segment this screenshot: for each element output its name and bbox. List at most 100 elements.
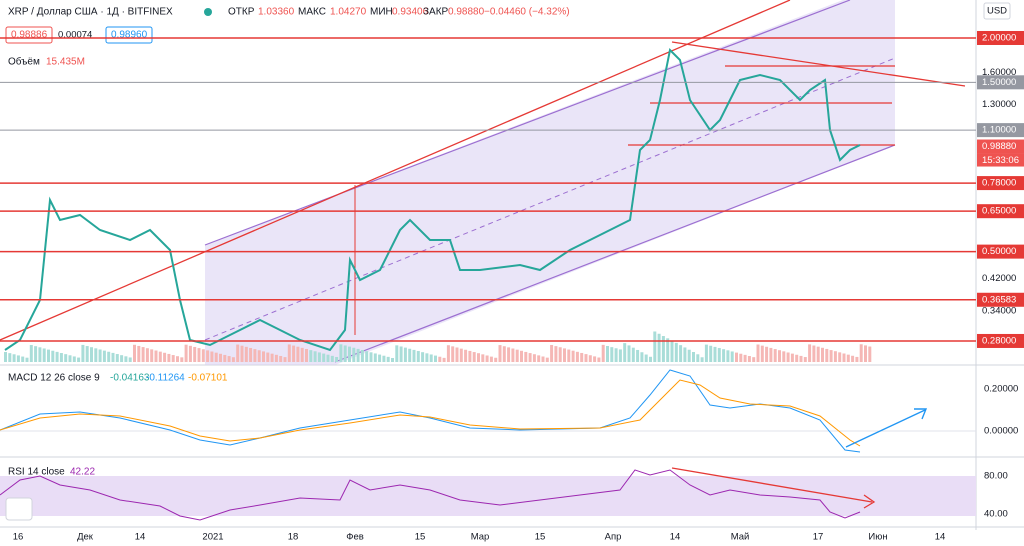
volume-bar bbox=[12, 354, 16, 362]
volume-bar bbox=[90, 347, 93, 362]
volume-bar bbox=[111, 352, 115, 362]
volume-bar bbox=[253, 349, 257, 362]
buy-button[interactable] bbox=[105, 26, 153, 44]
buy-price[interactable]: 0.98960 bbox=[111, 30, 148, 41]
time-axis-label: Дек bbox=[77, 532, 94, 543]
volume-bar bbox=[326, 354, 330, 362]
volume-bar bbox=[55, 351, 59, 362]
volume-bar bbox=[808, 344, 812, 362]
price-axis-label: 1.30000 bbox=[982, 99, 1016, 110]
volume-bar bbox=[627, 345, 631, 362]
volume-bar bbox=[477, 353, 480, 362]
price-path bbox=[4, 47, 861, 352]
volume-bar bbox=[270, 353, 274, 362]
volume-bar bbox=[666, 338, 670, 362]
volume-bar bbox=[704, 344, 708, 362]
volume-bar bbox=[188, 345, 192, 362]
volume-bar bbox=[489, 356, 493, 362]
logo-button[interactable] bbox=[5, 497, 33, 521]
symbol: XRP / Доллар США · 1Д · BITFINEX bbox=[8, 7, 173, 18]
volume-bar bbox=[369, 352, 373, 362]
volume-bar bbox=[842, 353, 846, 362]
volume-bar bbox=[773, 349, 777, 362]
volume-bar bbox=[812, 345, 816, 362]
channel-mid bbox=[204, 57, 896, 341]
volume-bar bbox=[537, 355, 541, 362]
volume-bar bbox=[8, 353, 12, 362]
macd-hist: -0.04163 bbox=[110, 373, 150, 384]
volume-bar bbox=[64, 354, 68, 362]
volume-bar bbox=[180, 357, 184, 362]
volume-bar bbox=[515, 349, 519, 362]
volume-bar bbox=[661, 336, 665, 362]
volume-bar bbox=[94, 348, 98, 362]
volume-bar bbox=[623, 343, 627, 362]
volume-bar bbox=[322, 353, 326, 362]
volume-bar bbox=[150, 349, 154, 362]
volume-bar bbox=[167, 353, 171, 362]
macd-axis: 0.00000 bbox=[984, 426, 1018, 437]
price-axis-label: 0.42000 bbox=[982, 273, 1016, 284]
volume-bar bbox=[274, 354, 278, 362]
volume-bar bbox=[287, 344, 291, 362]
volume-bar bbox=[653, 331, 657, 362]
macd-label: MACD 12 26 close 9 bbox=[8, 373, 100, 384]
volume-label: Объём bbox=[8, 56, 40, 68]
volume-bar bbox=[386, 356, 390, 362]
time-axis-label: 16 bbox=[13, 532, 24, 543]
volume-bar bbox=[567, 349, 571, 362]
sell-button[interactable] bbox=[5, 26, 53, 44]
macd-axis: 0.20000 bbox=[984, 384, 1018, 395]
time-axis-label: 15 bbox=[535, 532, 546, 543]
volume-bar bbox=[575, 351, 579, 362]
volume-bar bbox=[133, 344, 136, 362]
volume-bar bbox=[730, 351, 734, 362]
volume-bar bbox=[356, 348, 360, 362]
volume-bar bbox=[532, 354, 536, 362]
price-axis-label: 1.50000 bbox=[982, 77, 1016, 88]
volume-bar bbox=[868, 346, 872, 362]
sell-price[interactable]: 0.98886 bbox=[11, 30, 48, 41]
volume-bar bbox=[588, 355, 592, 362]
countdown-tag bbox=[977, 153, 1024, 167]
price-axis-label: 0.34000 bbox=[982, 306, 1016, 317]
currency[interactable]: USD bbox=[987, 6, 1007, 17]
volume-bar bbox=[597, 357, 601, 362]
volume-bar bbox=[468, 350, 472, 362]
time-axis-label: Мар bbox=[471, 532, 490, 543]
volume-bar bbox=[283, 357, 287, 362]
volume-bar bbox=[679, 345, 683, 362]
volume-bar bbox=[717, 348, 721, 362]
time-axis-label: 17 bbox=[813, 532, 824, 543]
volume-bar bbox=[846, 354, 850, 362]
volume-bar bbox=[674, 342, 678, 362]
volume-bar bbox=[29, 345, 33, 362]
volume-bar bbox=[360, 350, 364, 362]
rsi-label: RSI 14 close bbox=[8, 467, 65, 478]
volume-bar bbox=[300, 347, 304, 362]
volume-bar bbox=[266, 352, 270, 362]
volume-bar bbox=[640, 352, 644, 362]
volume-bar bbox=[760, 345, 764, 362]
volume-bar bbox=[735, 352, 738, 362]
macd-signal: -0.07101 bbox=[188, 373, 228, 384]
currency-button[interactable] bbox=[983, 2, 1011, 20]
change: −0.04460 (−4.32%) bbox=[484, 7, 570, 18]
volume-bar bbox=[825, 348, 829, 362]
volume-bar bbox=[128, 357, 132, 362]
volume-bar bbox=[231, 357, 235, 362]
volume-bar bbox=[455, 347, 459, 362]
rsi-axis: 80.00 bbox=[984, 471, 1008, 482]
volume-bar bbox=[507, 347, 511, 362]
volume-bar bbox=[541, 356, 545, 362]
volume-bar bbox=[16, 355, 20, 362]
price-axis-label: 0.50000 bbox=[982, 246, 1016, 257]
volume-bar bbox=[68, 355, 72, 362]
volume-bar bbox=[421, 352, 425, 362]
volume-bar bbox=[524, 351, 528, 362]
countdown: 15:33:06 bbox=[982, 155, 1019, 166]
volume-bar bbox=[700, 357, 704, 362]
volume-bar bbox=[107, 351, 111, 362]
volume-bar bbox=[610, 347, 614, 362]
